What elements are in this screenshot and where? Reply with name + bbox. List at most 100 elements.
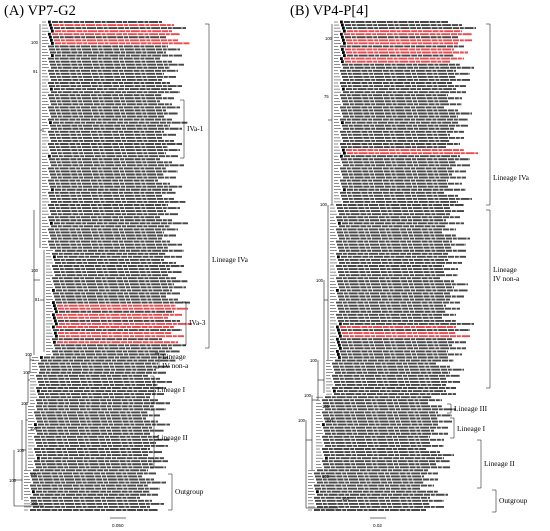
leaf-marker (341, 48, 344, 51)
bootstrap-value: 100 (30, 472, 38, 477)
bracket-iva3 (182, 301, 187, 346)
leaf-marker (49, 121, 52, 125)
leaf-marker (338, 356, 341, 359)
label-lineage-i: Lineage I (457, 424, 486, 433)
leaf-marker (343, 151, 346, 155)
leaf-marker (342, 148, 345, 152)
leaf-marker (325, 456, 328, 460)
bootstrap-value: 100 (326, 418, 334, 423)
leaf-marker (48, 154, 51, 158)
bootstrap-value: 91 (33, 69, 38, 74)
bootstrap-value: 100 (21, 401, 29, 406)
leaf-marker (342, 38, 345, 42)
leaf-marker (341, 23, 344, 27)
leaf-marker (53, 340, 56, 344)
leaf-marker (40, 356, 43, 359)
scale-bar-value: 0.02 (373, 523, 382, 528)
bootstrap-value: 100 (9, 478, 17, 483)
bracket-lineage-iva (486, 23, 491, 206)
bootstrap-value: 100 (310, 358, 318, 363)
leaf-marker (55, 322, 58, 326)
leaf-marker (336, 350, 339, 353)
panel-a-title: (A) VP7-G2 (4, 3, 76, 19)
leaf-marker (48, 32, 51, 36)
leaf-marker (343, 54, 346, 57)
leaf-marker (341, 60, 344, 64)
leaf-marker (340, 154, 343, 158)
leaf-marker (55, 334, 58, 338)
bootstrap-value: 75 (324, 94, 329, 99)
bootstrap-value: 100 (17, 448, 25, 453)
tree-vp4-p4: (B) VP4-P[4] Lineage IVa Lineage (290, 3, 530, 528)
bootstrap-value: 100 (316, 278, 324, 283)
leaf-marker (333, 389, 336, 393)
leaf-marker (343, 41, 346, 45)
label-iva1: IVa-1 (187, 124, 204, 133)
leaf-marker (49, 23, 52, 27)
leaf-marker (50, 26, 53, 30)
leaf-marker (339, 346, 342, 350)
leaf-marker (51, 188, 54, 192)
bootstrap-value: 100 (31, 40, 39, 45)
label-lineage-iva: Lineage IVa (212, 255, 249, 264)
label-iva3: IVa-3 (189, 318, 206, 327)
clade-brackets (150, 23, 210, 511)
leaf-marker (339, 322, 342, 326)
leaf-marker (50, 87, 53, 91)
leaf-marker (338, 343, 341, 347)
leaf-marker (338, 221, 341, 225)
leaf-group (24, 20, 192, 511)
leaf-marker (341, 121, 344, 125)
leaf-marker (342, 26, 345, 30)
bootstrap-value: 100 (342, 496, 350, 501)
leaf-marker (51, 41, 54, 45)
leaf-marker (32, 490, 35, 494)
leaf-marker (51, 29, 54, 33)
tree-backbone (13, 24, 45, 507)
label-lineage-iii: Lineage III (454, 404, 488, 413)
leaf-marker (49, 35, 52, 39)
leaf-marker (53, 316, 56, 320)
leaf-marker (54, 319, 57, 323)
panel-vp7-g2: (A) VP7-G2 (0, 0, 270, 531)
bracket-lineage-ii (150, 409, 155, 469)
leaf-marker (316, 490, 319, 494)
bootstrap-values: 100 91 100 100 81 100 100 100 100 100 10… (9, 40, 40, 506)
bracket-iva1 (180, 99, 185, 159)
leaf-marker (341, 35, 344, 39)
bootstrap-value: 100 (322, 474, 330, 479)
leaf-marker (54, 307, 57, 311)
leaf-marker (336, 337, 339, 341)
leaf-marker (336, 289, 339, 292)
leaf-marker (54, 331, 57, 335)
bootstrap-value: 100 (304, 393, 312, 398)
bracket-lineage-iva (205, 23, 210, 349)
bootstrap-value: 100 (30, 501, 38, 506)
scale-bar: 0.02 (370, 517, 386, 528)
bracket-lineage-i (450, 417, 455, 439)
label-lineage-i: Lineage I (157, 385, 186, 394)
tree-backbone (305, 24, 338, 509)
bracket-lineage-iii (447, 403, 452, 414)
panel-b-title: (B) VP4-P[4] (290, 3, 368, 19)
leaf-marker (37, 389, 40, 393)
clade-brackets (447, 23, 497, 513)
leaf-marker (55, 310, 58, 314)
leaf-marker (50, 38, 53, 42)
leaf-marker (53, 304, 56, 308)
leaf-marker (340, 32, 343, 36)
bootstrap-value: 100 (320, 202, 328, 207)
label-lineage-ii: Lineage II (157, 433, 188, 442)
bootstrap-value: 81 (35, 297, 40, 302)
leaf-marker (340, 20, 343, 24)
leaf-marker (52, 313, 55, 317)
leaf-marker (337, 328, 340, 332)
bracket-lineage-i (150, 375, 155, 404)
leaf-marker (52, 289, 55, 292)
label-outgroup: Outgroup (499, 496, 528, 505)
label-lineage-ivnona-line1: Lineage (493, 265, 518, 274)
leaf-marker (48, 20, 51, 24)
scale-bar-value: 0.050 (112, 523, 124, 528)
leaf-group (308, 20, 478, 511)
bootstrap-value: 100 (25, 352, 33, 357)
